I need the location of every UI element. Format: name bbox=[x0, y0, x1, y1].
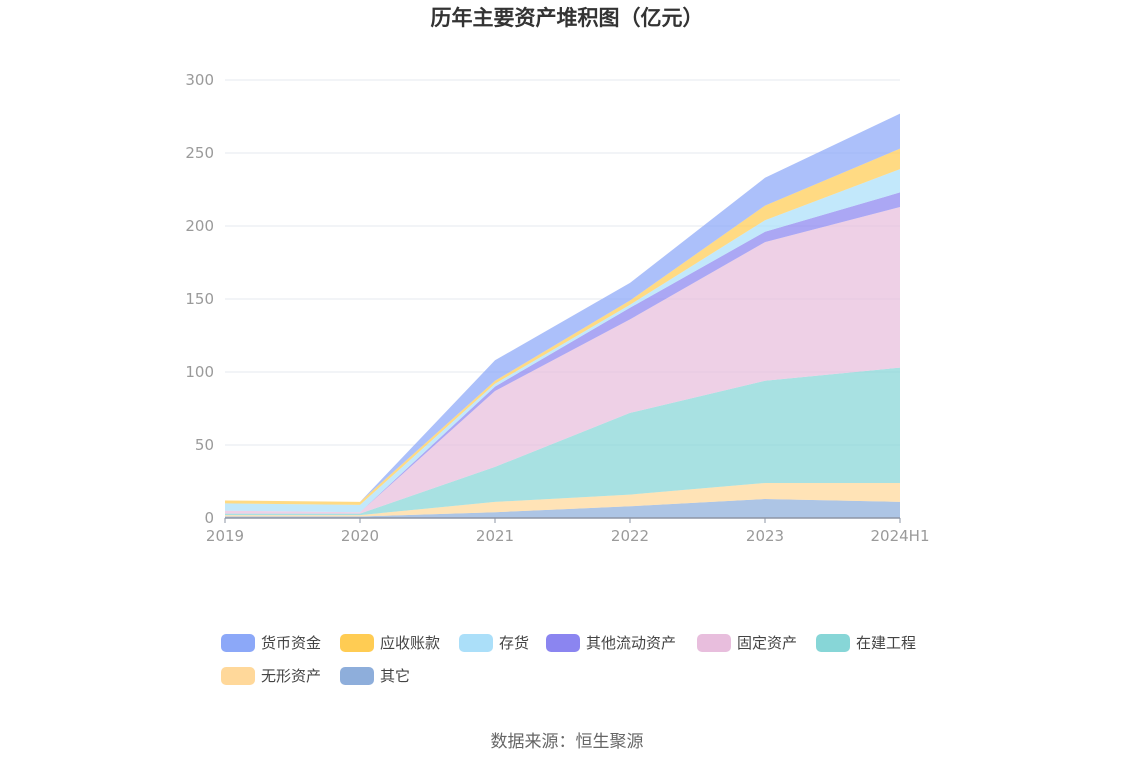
x-tick-label: 2019 bbox=[206, 527, 244, 545]
legend-item[interactable]: 存货 bbox=[459, 634, 529, 652]
stacked-areas bbox=[225, 113, 900, 518]
area-series-0 bbox=[225, 499, 900, 518]
y-tick-label: 300 bbox=[185, 71, 214, 89]
legend-label: 固定资产 bbox=[737, 634, 797, 652]
y-tick-label: 200 bbox=[185, 217, 214, 235]
x-tick-label: 2023 bbox=[746, 527, 784, 545]
y-tick-label: 0 bbox=[204, 509, 214, 527]
x-tick-label: 2024H1 bbox=[871, 527, 930, 545]
legend-label: 无形资产 bbox=[261, 667, 321, 685]
legend-swatch bbox=[697, 634, 731, 652]
y-tick-label: 150 bbox=[185, 290, 214, 308]
legend-item[interactable]: 固定资产 bbox=[697, 634, 797, 652]
area-series-3 bbox=[225, 207, 900, 514]
area-series-7 bbox=[225, 113, 900, 502]
chart-title: 历年主要资产堆积图（亿元） bbox=[431, 6, 704, 30]
y-tick-label: 50 bbox=[195, 436, 214, 454]
x-tick-label: 2020 bbox=[341, 527, 379, 545]
area-series-5 bbox=[225, 169, 900, 513]
legend-item[interactable]: 在建工程 bbox=[816, 634, 916, 652]
area-series-6 bbox=[225, 148, 900, 505]
legend-item[interactable]: 其它 bbox=[340, 667, 410, 685]
legend-label: 其他流动资产 bbox=[586, 634, 676, 652]
legend-item[interactable]: 其他流动资产 bbox=[546, 634, 676, 652]
legend-label: 在建工程 bbox=[856, 634, 916, 652]
legend-label: 应收账款 bbox=[380, 634, 440, 652]
legend-label: 存货 bbox=[499, 634, 529, 652]
x-tick-label: 2022 bbox=[611, 527, 649, 545]
legend-swatch bbox=[221, 667, 255, 685]
legend-label: 货币资金 bbox=[261, 634, 321, 652]
legend-label: 其它 bbox=[380, 667, 410, 685]
legend-swatch bbox=[340, 634, 374, 652]
axes: 0 50 100 150 200 250 300 2019 2020 2021 2022 2023 20… bbox=[185, 71, 929, 545]
area-series-2 bbox=[225, 367, 900, 516]
legend-swatch bbox=[221, 634, 255, 652]
legend-swatch bbox=[459, 634, 493, 652]
legend-swatch bbox=[816, 634, 850, 652]
area-series-4 bbox=[225, 192, 900, 513]
x-tick-label: 2021 bbox=[476, 527, 514, 545]
legend-item[interactable]: 货币资金 bbox=[221, 634, 321, 652]
legend-swatch bbox=[340, 667, 374, 685]
legend-item[interactable]: 无形资产 bbox=[221, 667, 321, 685]
y-tick-label: 100 bbox=[185, 363, 214, 381]
data-source-note: 数据来源：恒生聚源 bbox=[491, 732, 644, 752]
y-tick-label: 250 bbox=[185, 144, 214, 162]
area-series-1 bbox=[225, 483, 900, 517]
legend-item[interactable]: 应收账款 bbox=[340, 634, 440, 652]
legend-swatch bbox=[546, 634, 580, 652]
